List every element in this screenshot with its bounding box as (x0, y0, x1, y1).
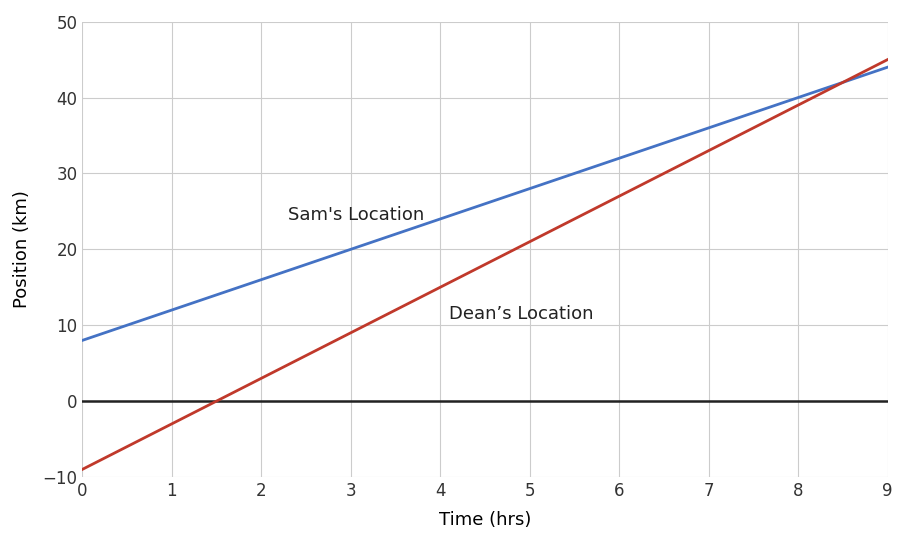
Text: Sam's Location: Sam's Location (288, 206, 425, 224)
Text: Dean’s Location: Dean’s Location (449, 305, 594, 323)
X-axis label: Time (hrs): Time (hrs) (439, 511, 531, 529)
Y-axis label: Position (km): Position (km) (14, 190, 31, 308)
